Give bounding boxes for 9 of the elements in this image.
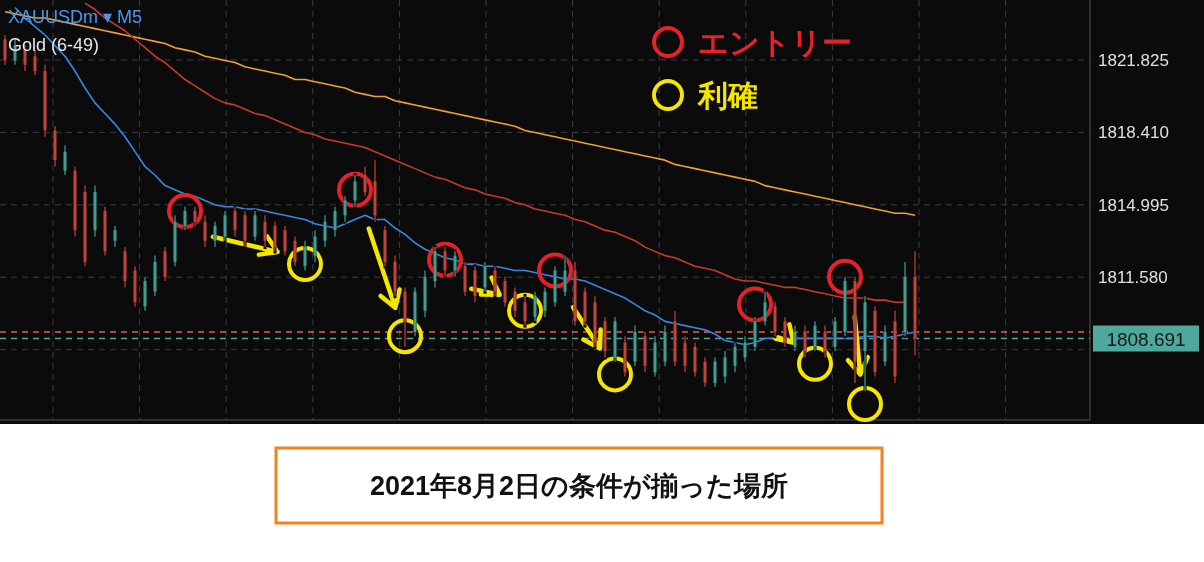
text: Gold (6-49) [8,35,100,55]
y-tick-label: 1818.410 [1098,123,1169,143]
ref-line-label: 1808.691 [1106,328,1186,350]
y-tick-label: 1814.995 [1098,195,1169,215]
y-tick-label: 1811.580 [1098,268,1168,288]
legend-label: エントリー [698,26,852,59]
legend-label: 利確 [697,79,758,112]
y-tick-label: 1821.825 [1098,50,1169,70]
text: 2021年8月2日の条件が揃った場所 [369,471,789,501]
